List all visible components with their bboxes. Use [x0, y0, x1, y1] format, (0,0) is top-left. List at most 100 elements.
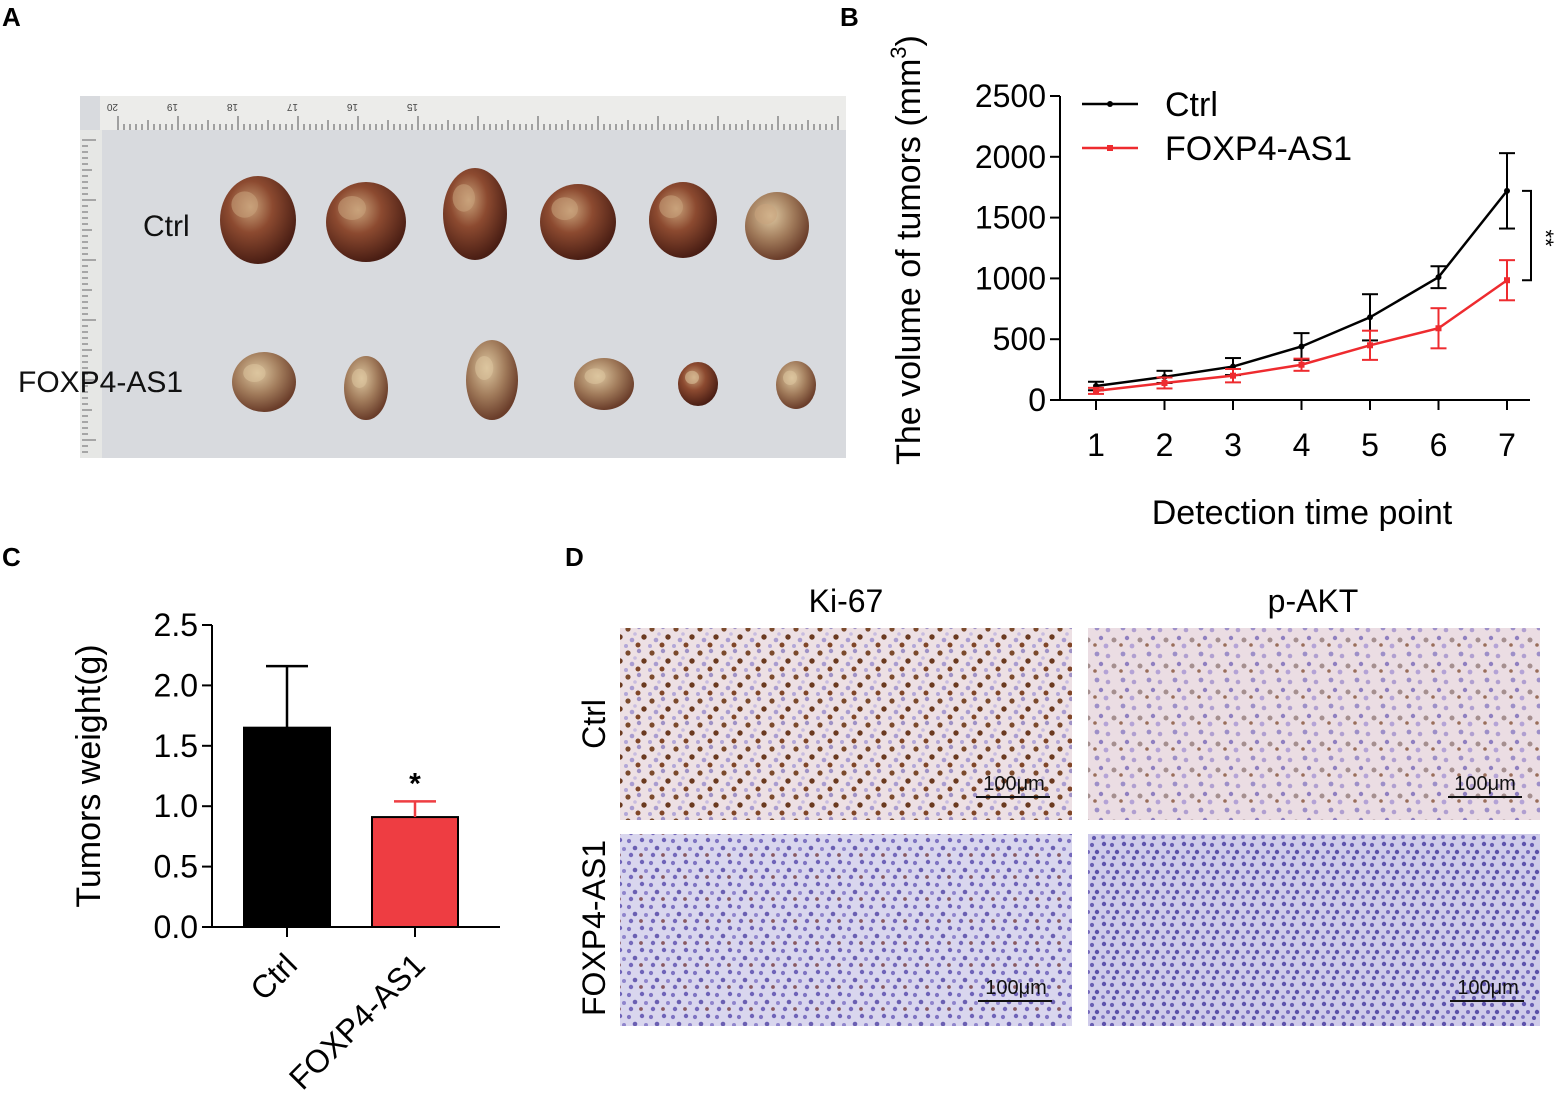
- tumor-highlight: [351, 368, 368, 388]
- tumor-foxp4-as1: [574, 358, 634, 410]
- data-point: [1093, 387, 1099, 394]
- ruler-numbers: 20 19 18 17 16 15: [106, 101, 418, 112]
- y-ticks: 0 500 1000 1500 2000 2500: [975, 78, 1060, 418]
- tumor-highlight: [551, 197, 578, 221]
- row-label-ctrl: Ctrl: [576, 699, 612, 749]
- tumor-ctrl: [745, 192, 809, 260]
- tumor-highlight: [231, 191, 258, 218]
- x-tick-label: 1: [1087, 427, 1105, 463]
- ihc-image-ctrl-pakt: [1088, 628, 1540, 820]
- y-tick-label: 1.0: [154, 788, 198, 824]
- x-tick-label: 6: [1430, 427, 1448, 463]
- series-ctrl: [1088, 152, 1515, 392]
- data-point: [1367, 314, 1373, 321]
- y-axis-title: Tumors weight(g): [70, 644, 108, 907]
- bars-group: [243, 664, 459, 937]
- tumor-photo: 20 19 18 17 16 15 Ctrl FOXP4-AS1: [18, 96, 846, 458]
- y-tick-label: 0.5: [154, 849, 198, 885]
- tumor-ctrl: [220, 176, 296, 264]
- ihc-image-foxp4-as1-ki67: [620, 834, 1072, 1026]
- scale-bar-label: 100μm: [1457, 977, 1519, 999]
- tumor-highlight: [659, 195, 683, 219]
- x-tick-label: FOXP4-AS1: [282, 946, 432, 1096]
- photo-label-foxp4-as1: FOXP4-AS1: [18, 366, 183, 399]
- ruler-left: [80, 130, 102, 458]
- legend: Ctrl FOXP4-AS1: [1082, 86, 1352, 168]
- series-foxp4-as1: [1088, 259, 1515, 395]
- significance-star: *: [409, 767, 421, 800]
- legend-label-foxp4-as1: FOXP4-AS1: [1165, 130, 1352, 168]
- tumor-foxp4-as1: [232, 352, 296, 412]
- y-axis-title: The volume of tumors (mm3): [886, 35, 928, 465]
- ruler-ticks: [82, 116, 839, 453]
- data-point: [1435, 325, 1442, 332]
- scale-bar-ctrl-pakt: 100μm: [1448, 773, 1522, 798]
- ruler-number: 19: [166, 101, 178, 112]
- y-ticks: 0.0 0.5 1.0 1.5 2.0 2.5: [154, 607, 212, 945]
- panel-letter-c: C: [2, 542, 21, 572]
- tumor-ctrl: [540, 184, 616, 260]
- y-tick-label: 2000: [975, 139, 1046, 175]
- scale-bar-ctrl-ki67: 100μm: [976, 773, 1050, 798]
- scale-bar-label: 100μm: [985, 977, 1047, 999]
- tumor-highlight: [475, 356, 494, 380]
- tumor-highlight: [584, 368, 606, 385]
- y-tick-label: 2.0: [154, 667, 198, 703]
- data-point: [1161, 379, 1168, 386]
- tumor-highlight: [452, 184, 475, 212]
- data-point: [1435, 274, 1442, 281]
- y-tick-label: 1500: [975, 200, 1046, 236]
- scale-bar-foxp4-as1-pakt: 100μm: [1450, 977, 1524, 1002]
- tumor-ctrl: [443, 168, 507, 260]
- tumor-foxp4-as1: [776, 361, 816, 409]
- data-point: [1298, 343, 1305, 350]
- x-ticks: 1 2 3 4 5 6 7: [1087, 400, 1516, 463]
- ruler-number: 15: [406, 101, 418, 112]
- tumor-foxp4-as1: [344, 356, 388, 420]
- panel-letter-b: B: [840, 2, 859, 32]
- bar-foxp4-as1: [371, 816, 459, 929]
- ruler-number: 16: [346, 101, 358, 112]
- x-axis-title: Detection time point: [1152, 494, 1453, 532]
- y-tick-label: 2.5: [154, 607, 198, 643]
- x-tick-label: Ctrl: [243, 946, 304, 1007]
- x-tick-label: 2: [1156, 427, 1174, 463]
- ruler-number: 17: [286, 101, 298, 112]
- tumor-ctrl: [649, 182, 717, 258]
- ihc-image-ctrl-ki67: [620, 628, 1072, 820]
- ruler-number: 20: [106, 101, 118, 112]
- legend-marker-ctrl: [1107, 101, 1113, 107]
- significance-bracket: [1522, 189, 1532, 282]
- ruler-top: [100, 96, 846, 130]
- tumor-ctrl: [326, 182, 406, 262]
- data-point: [1367, 342, 1373, 349]
- photo-background: [80, 96, 846, 458]
- significance-stars: **: [1533, 229, 1555, 247]
- scale-bar-label: 100μm: [983, 773, 1045, 795]
- x-tick-label: 3: [1224, 427, 1242, 463]
- y-tick-label: 500: [993, 321, 1046, 357]
- column-label-ki67: Ki-67: [809, 583, 884, 619]
- scale-bar-label: 100μm: [1454, 773, 1516, 795]
- y-tick-label: 1000: [975, 260, 1046, 296]
- y-tick-label: 0.0: [154, 909, 198, 945]
- tumor-foxp4-as1: [678, 362, 718, 406]
- tumor-foxp4-as1: [466, 340, 518, 420]
- data-point: [1298, 361, 1305, 368]
- line-chart: 0 500 1000 1500 2000 2500 1 2 3 4 5 6 7 The volume …: [886, 35, 1555, 532]
- scale-bar-foxp4-as1-ki67: 100μm: [978, 977, 1052, 1002]
- data-point: [1504, 277, 1510, 284]
- tumor-highlight: [783, 370, 797, 385]
- tumor-specimens: [220, 168, 816, 420]
- column-label-pakt: p-AKT: [1268, 583, 1359, 619]
- y-tick-label: 0: [1028, 382, 1046, 418]
- tumor-highlight: [243, 364, 266, 382]
- tumor-highlight: [754, 203, 777, 225]
- photo-label-ctrl: Ctrl: [143, 210, 190, 243]
- series-group: [1088, 152, 1515, 395]
- ruler-number: 18: [226, 101, 238, 112]
- bar-ctrl: [243, 726, 331, 928]
